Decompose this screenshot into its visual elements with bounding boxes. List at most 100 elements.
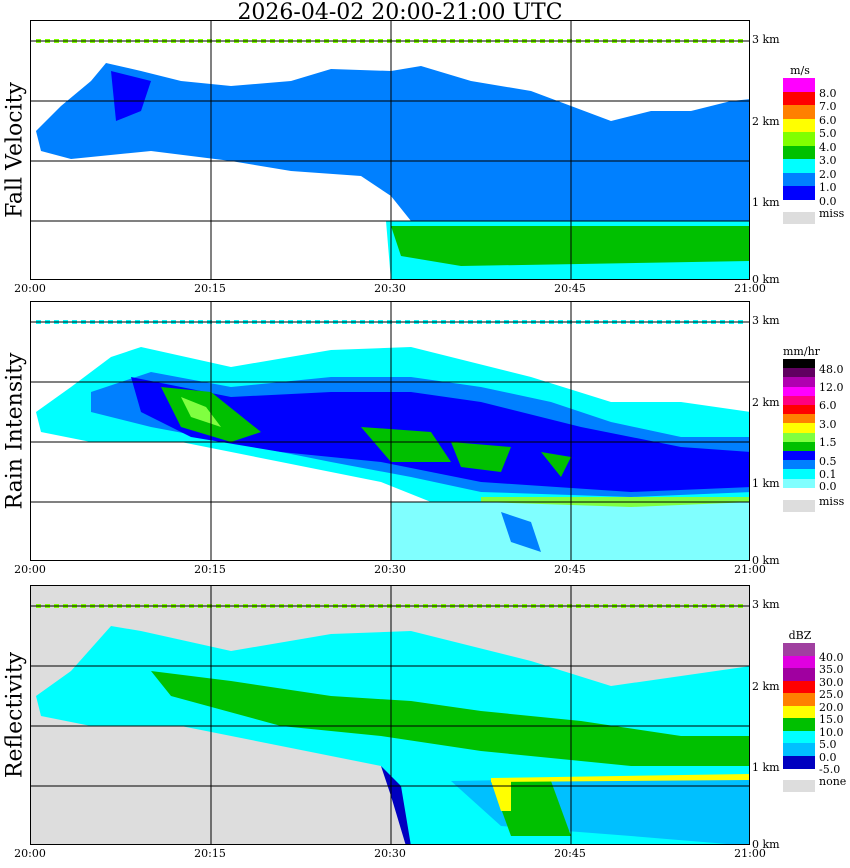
data-region — [391, 226, 749, 266]
x-tick-label: 20:45 — [554, 282, 586, 295]
legend-missing-label: none — [819, 775, 847, 788]
legend-swatch — [783, 478, 815, 489]
legend-swatch — [783, 118, 815, 133]
legend-swatch — [783, 680, 815, 694]
legend-label: 3.0 — [819, 417, 837, 431]
legend-label: 48.0 — [819, 362, 844, 376]
plot-rain-intensity — [30, 301, 750, 561]
legend-swatch — [783, 451, 815, 461]
legend-swatch — [783, 78, 815, 92]
legend-label: 6.0 — [819, 399, 837, 413]
legend-swatch — [783, 693, 815, 706]
y-tick-label: 2 km — [752, 396, 780, 409]
legend-swatch — [783, 643, 815, 656]
legend-swatch — [783, 469, 815, 480]
legend-swatch — [783, 743, 815, 756]
legend-label: 15.0 — [819, 713, 844, 726]
legend-label: 0.0 — [819, 479, 837, 493]
legend-swatch — [783, 172, 815, 187]
legend-label: 5.0 — [819, 738, 837, 751]
legend-label: 4.0 — [819, 140, 837, 154]
x-tick-label: 21:00 — [734, 847, 766, 860]
legend-swatch — [783, 186, 815, 200]
y-tick-label: 2 km — [752, 115, 780, 128]
x-tick-label: 20:30 — [374, 847, 406, 860]
y-tick-label: 1 km — [752, 196, 780, 209]
y-tick-label: 0 km — [752, 554, 780, 567]
legend-label: 1.5 — [819, 436, 837, 450]
x-tick-label: 21:00 — [734, 563, 766, 576]
legend-swatch — [783, 145, 815, 160]
legend-missing-swatch — [783, 780, 815, 792]
legend-swatch — [783, 755, 815, 769]
x-tick-label: 20:00 — [14, 563, 46, 576]
legend-label: 0.0 — [819, 194, 837, 208]
data-region — [491, 781, 511, 811]
data-region — [361, 427, 451, 462]
legend-label: 5.0 — [819, 127, 837, 140]
x-tick-label: 20:45 — [554, 563, 586, 576]
legend-missing-label: miss — [819, 206, 845, 220]
legend-swatch — [783, 159, 815, 173]
x-tick-label: 20:15 — [194, 847, 226, 860]
legend-label: 1.0 — [819, 181, 837, 194]
x-tick-label: 20:45 — [554, 847, 586, 860]
legend-label: 7.0 — [819, 100, 837, 113]
x-tick-label: 20:00 — [14, 847, 46, 860]
legend-label: -5.0 — [819, 763, 841, 776]
panel-title-text: Fall Velocity — [2, 82, 28, 218]
legend-swatch — [783, 368, 815, 378]
data-region — [451, 442, 511, 472]
y-tick-label: 1 km — [752, 761, 780, 774]
x-tick-label: 20:15 — [194, 563, 226, 576]
panel-title-text: Rain Intensity — [2, 352, 28, 510]
legend-swatch — [783, 359, 815, 369]
legend-label: 0.0 — [819, 750, 837, 764]
legend-swatch — [783, 718, 815, 731]
legend-swatch — [783, 705, 815, 719]
data-region — [491, 774, 749, 782]
legend-label: 35.0 — [819, 663, 844, 676]
legend-swatch — [783, 432, 815, 443]
legend-unit: mm/hr — [783, 345, 820, 358]
legend-unit: m/s — [790, 64, 810, 77]
legend-label: 20.0 — [819, 700, 844, 714]
data-region — [131, 377, 749, 492]
legend-swatch — [783, 655, 815, 669]
legend-label: 10.0 — [819, 725, 844, 739]
x-tick-label: 20:30 — [374, 282, 406, 295]
y-tick-label: 0 km — [752, 838, 780, 851]
legend-label: 6.0 — [819, 113, 837, 127]
x-tick-label: 20:30 — [374, 563, 406, 576]
legend-missing-swatch — [783, 499, 815, 512]
panel-title: Reflectivity — [0, 585, 30, 845]
x-tick-label: 20:15 — [194, 282, 226, 295]
legend-missing-label: miss — [819, 494, 845, 508]
legend-swatch — [783, 132, 815, 146]
legend-swatch — [783, 91, 815, 106]
legend-swatch — [783, 377, 815, 388]
panel-title-text: Reflectivity — [2, 651, 28, 779]
plot-reflectivity — [30, 585, 750, 845]
x-tick-label: 20:00 — [14, 282, 46, 295]
x-tick-label: 21:00 — [734, 282, 766, 295]
panel-title: Rain Intensity — [0, 301, 30, 561]
legend-missing-swatch — [783, 211, 815, 224]
legend-label: 0.1 — [819, 467, 837, 481]
y-tick-label: 3 km — [752, 598, 780, 611]
legend-label: 0.5 — [819, 454, 837, 468]
y-tick-label: 0 km — [752, 273, 780, 286]
legend-swatch — [783, 105, 815, 119]
data-region — [391, 502, 749, 560]
legend-swatch — [783, 395, 815, 406]
legend-swatch — [783, 405, 815, 415]
y-tick-label: 1 km — [752, 477, 780, 490]
data-region — [501, 512, 541, 552]
legend-swatch — [783, 460, 815, 470]
panel-title: Fall Velocity — [0, 20, 30, 280]
legend-label: 2.0 — [819, 167, 837, 181]
legend-unit: dBZ — [788, 629, 812, 642]
legend-label: 12.0 — [819, 381, 844, 394]
legend-swatch — [783, 414, 815, 424]
data-region — [111, 71, 151, 121]
